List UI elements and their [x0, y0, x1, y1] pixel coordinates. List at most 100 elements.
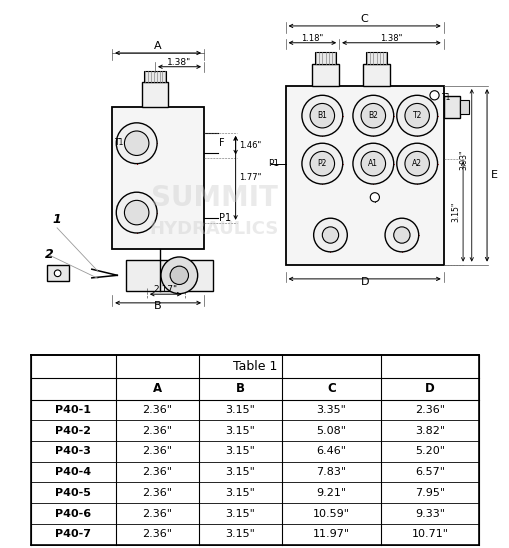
- Circle shape: [396, 95, 437, 136]
- Text: T1: T1: [115, 138, 124, 147]
- Text: P1: P1: [267, 159, 278, 168]
- Circle shape: [404, 104, 429, 128]
- Text: 2.36": 2.36": [142, 488, 172, 498]
- Text: F: F: [219, 138, 224, 148]
- Text: 2.36": 2.36": [142, 467, 172, 477]
- Text: 1: 1: [52, 213, 61, 226]
- Text: 5.20": 5.20": [414, 447, 444, 456]
- Bar: [443, 96, 459, 118]
- Text: 7.83": 7.83": [316, 467, 346, 477]
- Text: HYDRAULICS: HYDRAULICS: [149, 220, 278, 238]
- Text: C: C: [326, 382, 335, 395]
- Circle shape: [170, 266, 188, 284]
- Bar: [112, 106, 204, 249]
- Bar: [285, 86, 443, 265]
- Circle shape: [384, 218, 418, 252]
- Text: 3.15": 3.15": [225, 509, 255, 518]
- Text: 6.46": 6.46": [316, 447, 346, 456]
- Bar: [362, 64, 389, 86]
- Text: 1.38": 1.38": [380, 34, 402, 43]
- Text: A: A: [153, 382, 162, 395]
- Bar: [459, 100, 468, 113]
- Text: 2.36": 2.36": [142, 426, 172, 436]
- Text: 3.93": 3.93": [459, 150, 468, 170]
- Bar: [142, 82, 168, 106]
- Text: 2.36": 2.36": [414, 405, 444, 415]
- Text: 2.36": 2.36": [142, 447, 172, 456]
- Text: 11.97": 11.97": [312, 529, 349, 539]
- Circle shape: [393, 227, 409, 243]
- Text: 6.57": 6.57": [414, 467, 444, 477]
- Circle shape: [322, 227, 338, 243]
- Text: B: B: [236, 382, 244, 395]
- Text: 1.77": 1.77": [239, 173, 261, 182]
- Text: P40-6: P40-6: [55, 509, 91, 518]
- Text: P1: P1: [219, 213, 231, 222]
- Text: 7.95": 7.95": [414, 488, 444, 498]
- Circle shape: [161, 257, 197, 294]
- Bar: [312, 64, 338, 86]
- Text: P40-2: P40-2: [55, 426, 91, 436]
- Text: A1: A1: [367, 159, 378, 168]
- Text: SUMMIT: SUMMIT: [151, 184, 277, 212]
- Text: P40-4: P40-4: [55, 467, 91, 477]
- Text: P40-1: P40-1: [55, 405, 91, 415]
- Text: 3.15": 3.15": [225, 488, 255, 498]
- Text: D: D: [360, 277, 368, 287]
- Text: 2.17": 2.17": [153, 285, 178, 294]
- Text: P40-7: P40-7: [55, 529, 91, 539]
- Circle shape: [360, 151, 385, 176]
- Text: E: E: [490, 170, 497, 180]
- Text: 3.15": 3.15": [225, 467, 255, 477]
- Text: P2: P2: [317, 159, 326, 168]
- Circle shape: [116, 123, 157, 164]
- Text: B1: B1: [317, 111, 327, 120]
- Circle shape: [352, 95, 393, 136]
- Text: B2: B2: [367, 111, 378, 120]
- Text: C: C: [360, 14, 368, 24]
- Circle shape: [116, 192, 157, 233]
- Text: 1.46": 1.46": [239, 141, 261, 150]
- Circle shape: [309, 151, 334, 176]
- Circle shape: [313, 218, 347, 252]
- Circle shape: [370, 193, 379, 202]
- Text: N: N: [115, 205, 122, 214]
- Text: 1.38": 1.38": [167, 58, 191, 67]
- Text: 9.33": 9.33": [414, 509, 444, 518]
- Text: 1.18": 1.18": [300, 34, 323, 43]
- Text: A: A: [154, 42, 161, 52]
- Text: 3.82": 3.82": [414, 426, 444, 436]
- Circle shape: [309, 104, 334, 128]
- Text: 10.59": 10.59": [312, 509, 349, 518]
- Text: T2: T2: [412, 111, 421, 120]
- Circle shape: [301, 95, 342, 136]
- Text: 3.15": 3.15": [225, 426, 255, 436]
- Text: 2: 2: [45, 248, 53, 261]
- Text: 3.15": 3.15": [225, 447, 255, 456]
- Text: 5.08": 5.08": [316, 426, 346, 436]
- Bar: [314, 53, 335, 64]
- Circle shape: [54, 270, 61, 277]
- Text: Table 1: Table 1: [232, 359, 277, 373]
- Text: 9.21": 9.21": [316, 488, 346, 498]
- Text: T1: T1: [441, 93, 450, 102]
- Text: 2.36": 2.36": [142, 405, 172, 415]
- Text: B: B: [154, 301, 161, 311]
- Circle shape: [396, 143, 437, 184]
- Circle shape: [404, 151, 429, 176]
- Text: 3.15": 3.15": [225, 529, 255, 539]
- Bar: [47, 265, 69, 282]
- Text: A2: A2: [411, 159, 421, 168]
- Circle shape: [360, 104, 385, 128]
- Text: P40-5: P40-5: [55, 488, 91, 498]
- Text: P40-3: P40-3: [55, 447, 91, 456]
- Text: 2.36": 2.36": [142, 529, 172, 539]
- Circle shape: [429, 91, 438, 100]
- Text: 3.35": 3.35": [316, 405, 346, 415]
- Bar: [365, 53, 386, 64]
- Text: 10.71": 10.71": [411, 529, 447, 539]
- Circle shape: [124, 201, 149, 225]
- Bar: [126, 260, 213, 291]
- Circle shape: [124, 131, 149, 156]
- Text: 3.15": 3.15": [225, 405, 255, 415]
